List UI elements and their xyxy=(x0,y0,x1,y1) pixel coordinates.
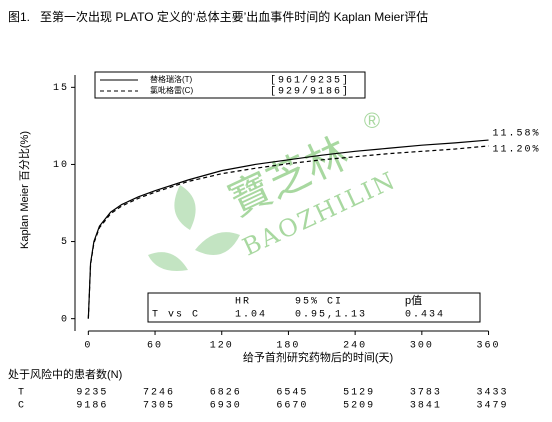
hr-value: 1.04 xyxy=(235,310,267,321)
x-tick-label: 180 xyxy=(276,341,300,352)
x-tick-label: 120 xyxy=(210,341,234,352)
chart-title: 图1. 至第一次出现 PLATO 定义的‘总体主要’出血事件时间的 Kaplan… xyxy=(8,9,428,24)
risk-value: 6826 xyxy=(210,388,242,399)
legend-label: 氯吡格雷(C) xyxy=(150,85,193,95)
x-axis-label: 给予首剂研究药物后的时间(天) xyxy=(243,350,393,364)
hr-value: 0.434 xyxy=(405,310,445,321)
x-tick-label: 240 xyxy=(343,341,367,352)
hr-header: 95% CI xyxy=(295,297,343,308)
x-tick-label: 360 xyxy=(477,341,501,352)
end-label: 11.58% xyxy=(493,129,541,140)
risk-value: 7246 xyxy=(143,388,175,399)
series-line xyxy=(87,145,489,319)
hr-box xyxy=(147,292,481,323)
hr-value: 0.95,1.13 xyxy=(295,310,367,321)
legend-label: 替格瑞洛(T) xyxy=(150,74,193,84)
watermark-mark: ® xyxy=(364,108,380,133)
x-tick-label: 60 xyxy=(147,341,163,352)
risk-value: 7305 xyxy=(143,401,175,412)
y-axis-label: Kaplan Meier 百分比(%) xyxy=(18,131,31,249)
risk-value: 6545 xyxy=(276,388,308,399)
legend-count: [961/9235] xyxy=(270,75,350,87)
risk-value: 6930 xyxy=(210,401,242,412)
risk-row-name: C xyxy=(18,401,26,412)
y-tick-label: 5 xyxy=(61,237,69,248)
series-line xyxy=(87,139,489,319)
hr-header: p值 xyxy=(405,294,422,307)
x-tick-label: 300 xyxy=(410,341,434,352)
leaf xyxy=(195,232,240,255)
legend-box xyxy=(94,71,366,99)
y-tick-label: 0 xyxy=(61,314,69,325)
risk-value: 3841 xyxy=(410,401,442,412)
risk-title: 处于风险中的患者数(N) xyxy=(8,367,122,381)
x-tick-label: 0 xyxy=(84,341,92,352)
leaf xyxy=(148,252,188,271)
risk-value: 9235 xyxy=(76,388,108,399)
legend-count: [929/9186] xyxy=(270,86,350,98)
risk-value: 3433 xyxy=(477,388,509,399)
end-label: 11.20% xyxy=(493,145,541,156)
risk-value: 6670 xyxy=(276,401,308,412)
risk-value: 5129 xyxy=(343,388,375,399)
risk-row-name: T xyxy=(18,388,26,399)
y-tick-label: 15 xyxy=(53,83,69,94)
y-tick-label: 10 xyxy=(53,160,69,171)
hr-header: HR xyxy=(235,297,251,308)
watermark-logo xyxy=(148,185,240,271)
risk-value: 3783 xyxy=(410,388,442,399)
leaf xyxy=(174,185,196,230)
risk-value: 9186 xyxy=(76,401,108,412)
hr-row-name: T vs C xyxy=(152,310,200,321)
risk-value: 3479 xyxy=(477,401,509,412)
risk-value: 5209 xyxy=(343,401,375,412)
